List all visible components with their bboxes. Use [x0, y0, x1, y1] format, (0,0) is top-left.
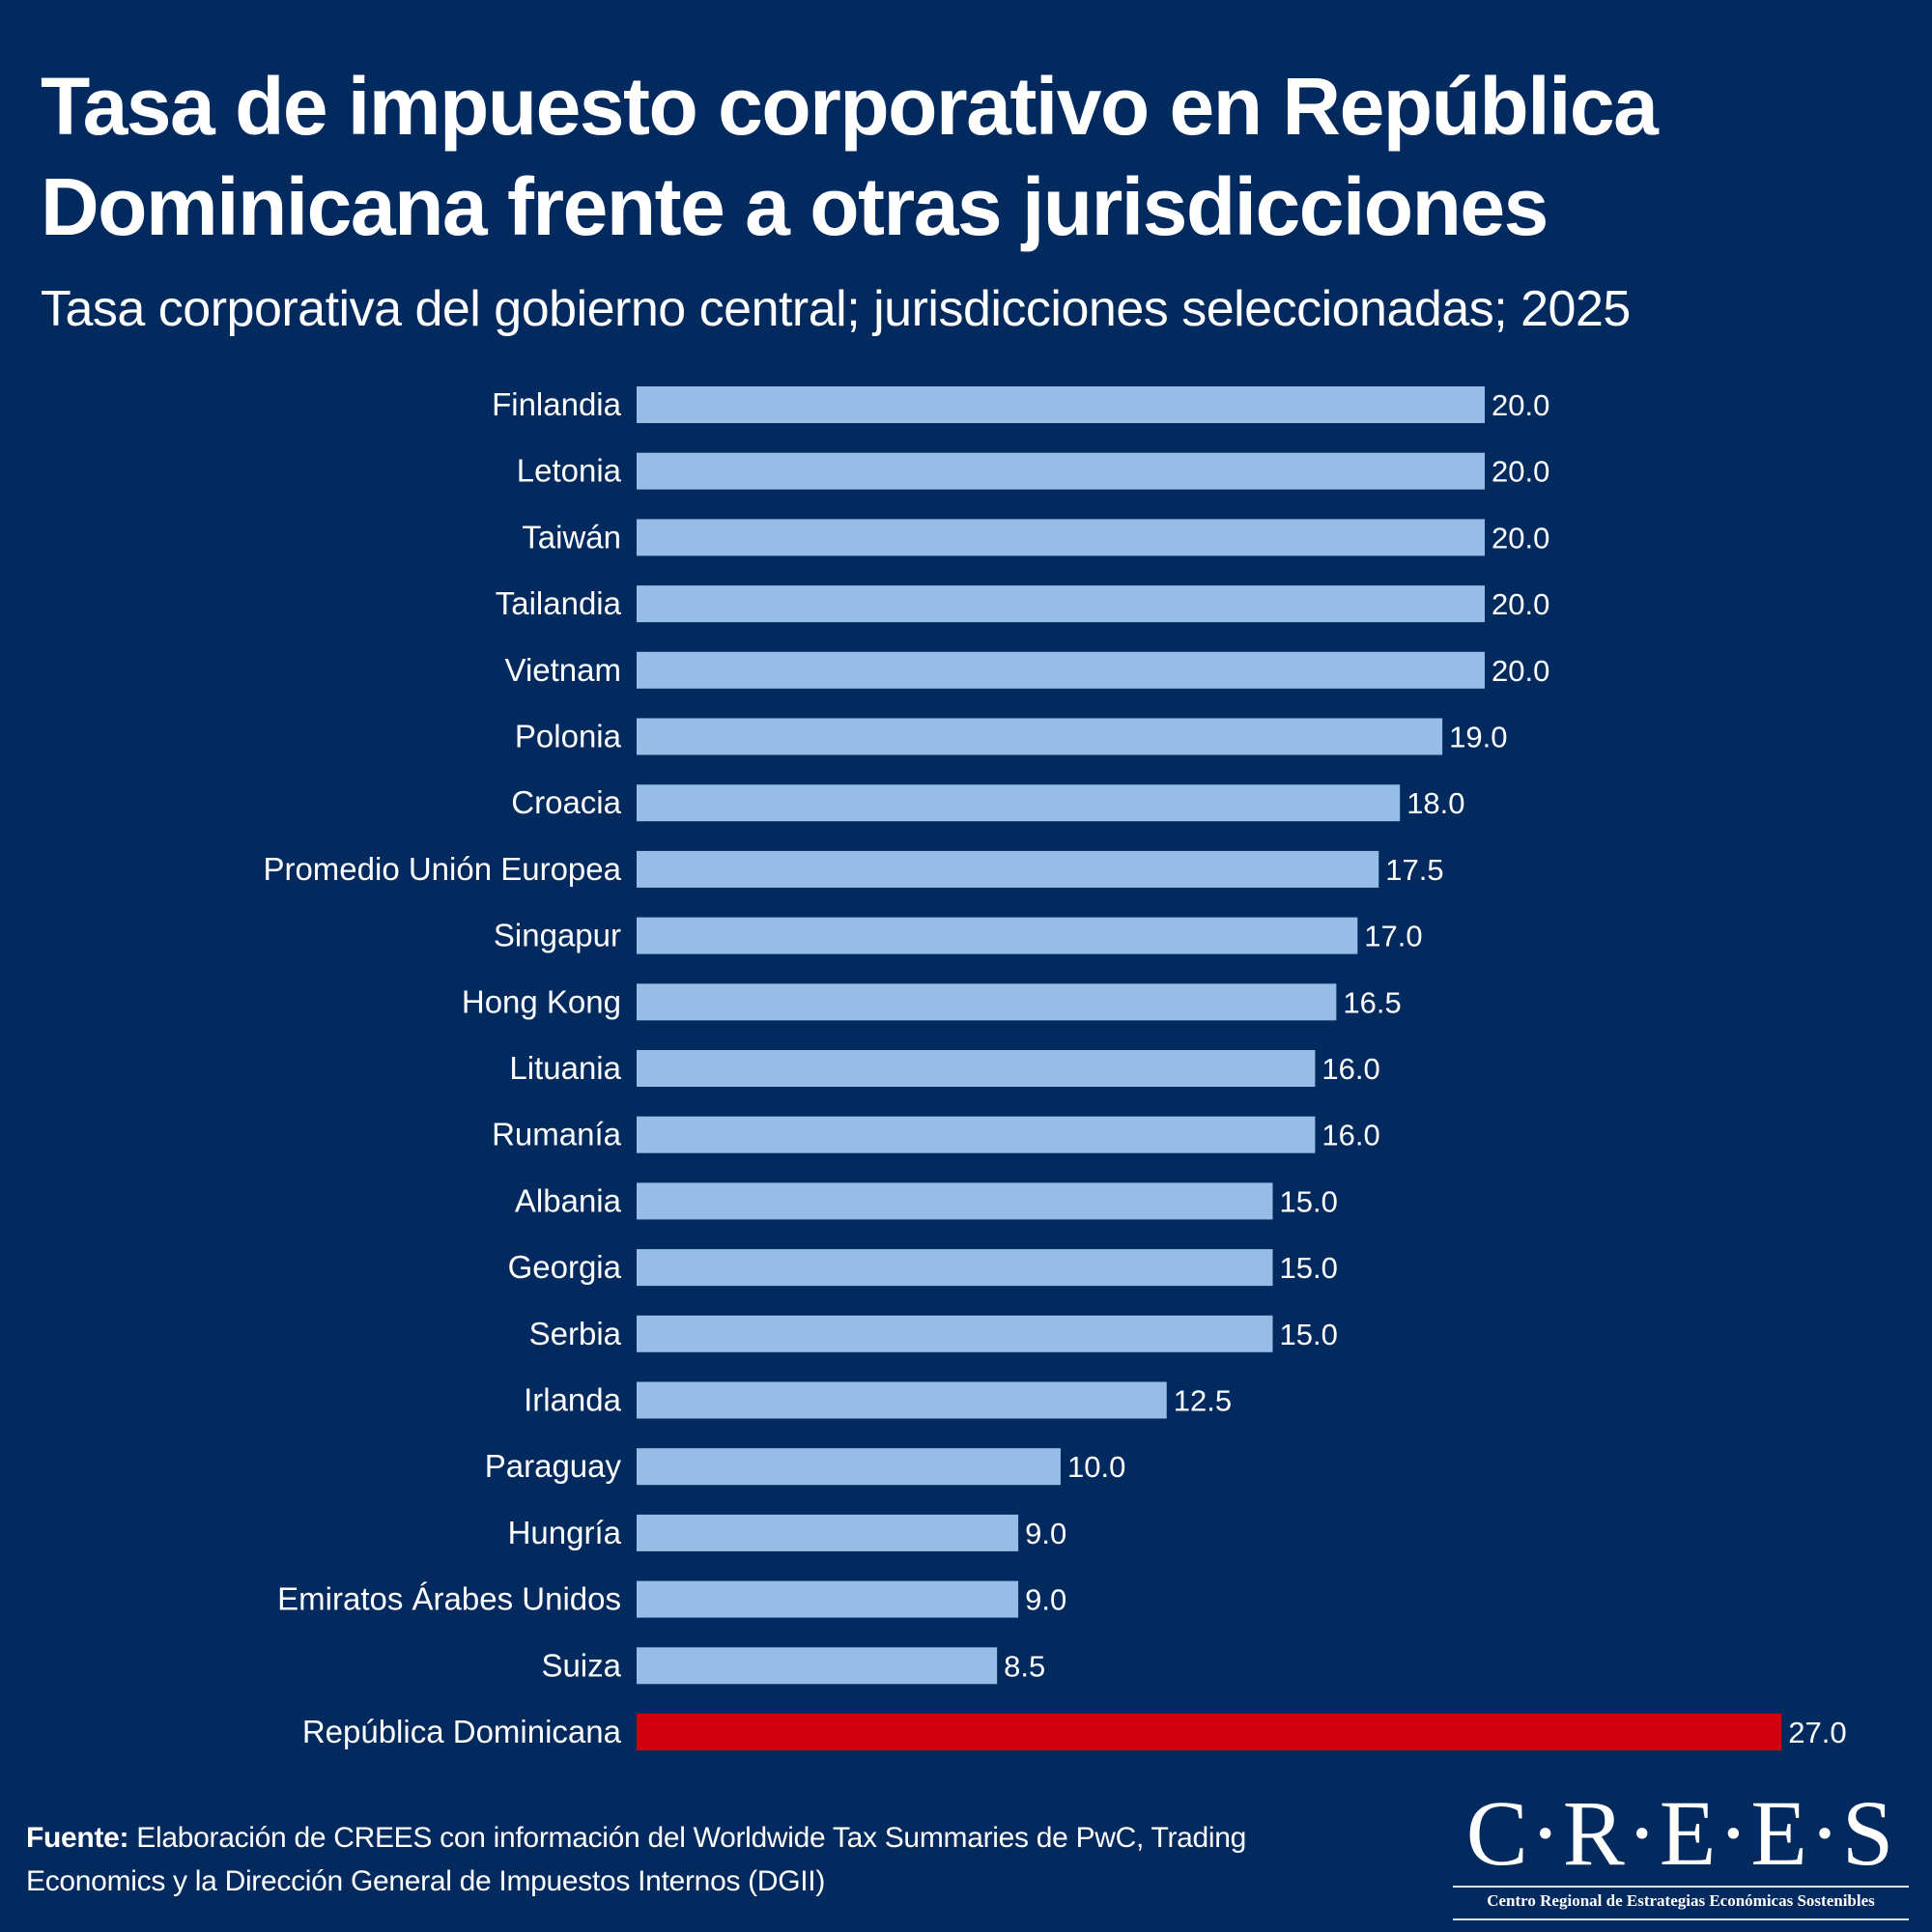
category-label: Finlandia [492, 386, 622, 422]
bar-row: Taiwán 20.0 [522, 519, 1549, 556]
bar [637, 1249, 1273, 1287]
bar-row: Emiratos Árabes Unidos 9.0 [277, 1580, 1066, 1618]
logo-tagline: Centro Regional de Estrategias Económica… [1487, 1891, 1875, 1910]
bar [637, 850, 1379, 888]
source-text: Elaboración de CREES con información del… [26, 1822, 1247, 1897]
category-label: República Dominicana [302, 1714, 622, 1749]
source-label: Fuente: [26, 1822, 129, 1854]
bar [637, 1381, 1167, 1419]
value-label: 20.0 [1492, 521, 1549, 554]
logo-divider-top [1453, 1886, 1909, 1888]
bar-row: Lituania 16.0 [509, 1050, 1380, 1087]
bar-row: Hungría 9.0 [508, 1514, 1066, 1551]
value-label: 8.5 [1004, 1649, 1045, 1683]
bar [637, 1050, 1316, 1087]
category-label: Polonia [515, 719, 622, 754]
bar-row: Vietnam 20.0 [505, 651, 1549, 689]
chart-subtitle: Tasa corporativa del gobierno central; j… [41, 281, 1631, 337]
category-label: Emiratos Árabes Unidos [277, 1581, 621, 1617]
bar-row: Finlandia 20.0 [492, 386, 1549, 423]
value-label: 15.0 [1280, 1251, 1338, 1285]
bar [637, 718, 1443, 755]
category-label: Serbia [529, 1316, 622, 1351]
logo-wordmark: C·R·E·E·S [1465, 1781, 1896, 1885]
bar-row: Suiza 8.5 [541, 1647, 1045, 1685]
bar-row: Rumanía 16.0 [492, 1116, 1380, 1153]
bar [637, 651, 1485, 689]
value-label: 15.0 [1280, 1184, 1338, 1218]
bar-row: Polonia 19.0 [515, 718, 1507, 755]
category-label: Georgia [508, 1249, 622, 1285]
category-label: Taiwán [522, 519, 621, 554]
bar-row: Albania 15.0 [515, 1182, 1338, 1220]
bar-row: Georgia 15.0 [508, 1249, 1338, 1287]
category-label: Albania [515, 1182, 622, 1218]
bar [637, 1580, 1019, 1618]
value-label: 20.0 [1492, 587, 1549, 621]
category-label: Letonia [517, 453, 622, 489]
crees-logo: C·R·E·E·S Centro Regional de Estrategias… [1449, 1781, 1913, 1920]
bar-row: Croacia 18.0 [511, 784, 1465, 822]
bar-row: Promedio Unión Europea 17.5 [263, 850, 1444, 888]
value-label: 9.0 [1025, 1517, 1066, 1550]
bar [637, 386, 1485, 423]
category-label: Tailandia [496, 585, 622, 621]
bar [637, 585, 1485, 623]
bar [637, 519, 1485, 556]
bar-row: Irlanda 12.5 [524, 1381, 1232, 1419]
bar [637, 1647, 998, 1685]
value-label: 18.0 [1406, 786, 1464, 820]
value-label: 20.0 [1492, 455, 1549, 489]
bar-row: Hong Kong 16.5 [462, 983, 1402, 1021]
bar-row: Singapur 17.0 [494, 917, 1423, 954]
value-label: 27.0 [1788, 1716, 1846, 1749]
category-label: Lituania [509, 1050, 621, 1086]
category-label: Rumanía [492, 1117, 622, 1152]
value-label: 9.0 [1025, 1583, 1066, 1617]
value-label: 17.5 [1385, 853, 1443, 887]
category-label: Promedio Unión Europea [263, 851, 621, 887]
bar [637, 983, 1337, 1021]
value-label: 16.0 [1321, 1052, 1379, 1086]
value-label: 16.0 [1321, 1119, 1379, 1152]
value-label: 19.0 [1449, 721, 1507, 754]
chart-title: Tasa de impuesto corporativo en Repúblic… [41, 61, 1659, 252]
bar [637, 452, 1485, 490]
category-label: Hungría [508, 1515, 622, 1550]
bar [637, 917, 1358, 954]
bar-row: Letonia 20.0 [517, 452, 1549, 490]
value-label: 17.0 [1364, 920, 1422, 953]
logo-divider-bottom [1453, 1918, 1909, 1920]
value-label: 20.0 [1492, 388, 1549, 422]
bar [637, 784, 1401, 822]
bar [637, 1514, 1019, 1551]
bar [637, 1182, 1273, 1220]
value-label: 16.5 [1343, 985, 1401, 1019]
bar-highlight [637, 1714, 1782, 1750]
category-label: Vietnam [505, 652, 621, 688]
value-label: 20.0 [1492, 654, 1549, 688]
value-label: 12.5 [1174, 1384, 1232, 1418]
bar-row: Tailandia 20.0 [496, 585, 1549, 623]
category-label: Croacia [511, 784, 621, 820]
bar-row: República Dominicana 27.0 [302, 1714, 1847, 1750]
bar [637, 1315, 1273, 1352]
bar [637, 1116, 1316, 1153]
category-label: Paraguay [485, 1448, 622, 1484]
category-label: Singapur [494, 918, 621, 953]
category-label: Suiza [541, 1647, 621, 1683]
category-label: Irlanda [524, 1382, 622, 1418]
value-label: 15.0 [1280, 1318, 1338, 1351]
source-note: Fuente: Elaboración de CREES con informa… [26, 1816, 1330, 1903]
category-label: Hong Kong [462, 983, 621, 1019]
bar-row: Paraguay 10.0 [485, 1448, 1125, 1486]
value-label: 10.0 [1067, 1450, 1125, 1484]
bar [637, 1448, 1061, 1486]
bar-row: Serbia 15.0 [529, 1315, 1338, 1352]
